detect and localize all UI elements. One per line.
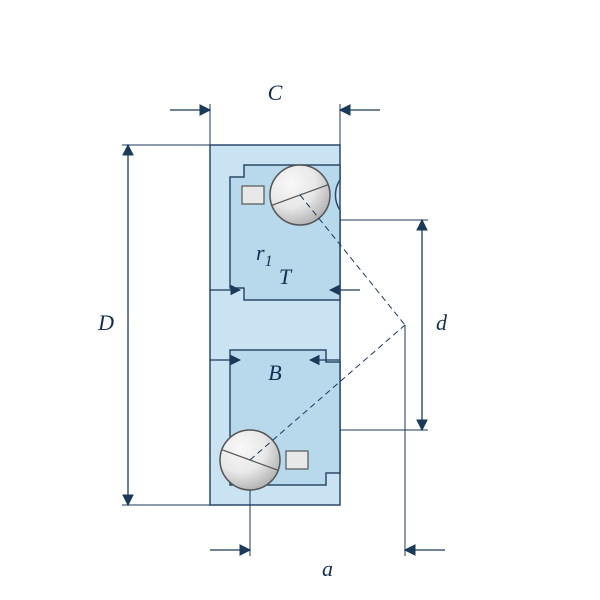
dim-d: d [340, 220, 448, 430]
label-C: C [268, 80, 283, 105]
label-T: T [279, 264, 293, 289]
bearing-section-diagram: D d C a T B r1 [0, 0, 600, 600]
dim-C: C [170, 80, 380, 145]
label-D: D [97, 310, 114, 335]
label-B: B [268, 360, 281, 385]
label-a: a [322, 556, 333, 581]
retainer-tab-bot [286, 451, 308, 469]
label-d: d [436, 310, 448, 335]
retainer-tab-top [242, 186, 264, 204]
dim-D: D [97, 145, 210, 505]
